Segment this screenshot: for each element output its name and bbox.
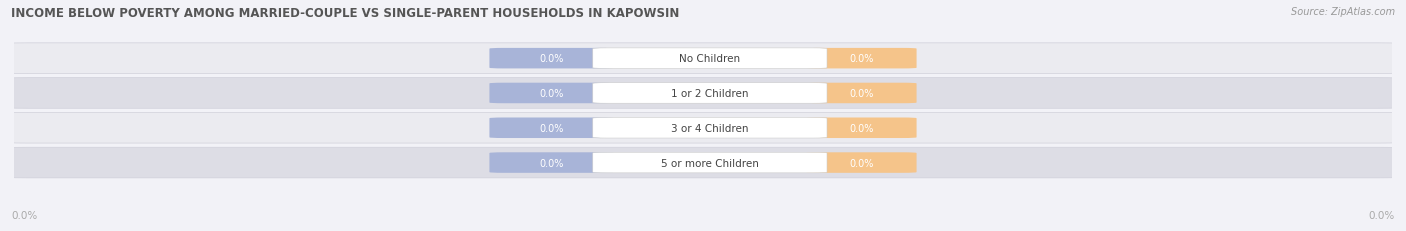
- Text: 0.0%: 0.0%: [11, 210, 38, 220]
- Text: No Children: No Children: [679, 54, 741, 64]
- FancyBboxPatch shape: [489, 118, 613, 138]
- Text: 0.0%: 0.0%: [540, 123, 564, 133]
- FancyBboxPatch shape: [593, 118, 827, 138]
- FancyBboxPatch shape: [593, 153, 827, 173]
- FancyBboxPatch shape: [807, 49, 917, 69]
- FancyBboxPatch shape: [489, 83, 613, 104]
- Text: 0.0%: 0.0%: [849, 54, 873, 64]
- FancyBboxPatch shape: [807, 118, 917, 138]
- FancyBboxPatch shape: [593, 49, 827, 69]
- FancyBboxPatch shape: [489, 153, 613, 173]
- FancyBboxPatch shape: [489, 49, 613, 69]
- Text: 0.0%: 0.0%: [849, 88, 873, 99]
- FancyBboxPatch shape: [593, 83, 827, 104]
- Text: 0.0%: 0.0%: [1368, 210, 1395, 220]
- Text: 0.0%: 0.0%: [540, 88, 564, 99]
- Text: 0.0%: 0.0%: [540, 158, 564, 168]
- Text: 0.0%: 0.0%: [849, 123, 873, 133]
- Text: 5 or more Children: 5 or more Children: [661, 158, 759, 168]
- Text: 3 or 4 Children: 3 or 4 Children: [671, 123, 748, 133]
- FancyBboxPatch shape: [0, 44, 1406, 74]
- FancyBboxPatch shape: [807, 83, 917, 104]
- Text: 0.0%: 0.0%: [849, 158, 873, 168]
- Text: 1 or 2 Children: 1 or 2 Children: [671, 88, 748, 99]
- FancyBboxPatch shape: [0, 78, 1406, 109]
- Text: 0.0%: 0.0%: [540, 54, 564, 64]
- FancyBboxPatch shape: [807, 153, 917, 173]
- FancyBboxPatch shape: [0, 148, 1406, 178]
- Text: INCOME BELOW POVERTY AMONG MARRIED-COUPLE VS SINGLE-PARENT HOUSEHOLDS IN KAPOWSI: INCOME BELOW POVERTY AMONG MARRIED-COUPL…: [11, 7, 679, 20]
- Text: Source: ZipAtlas.com: Source: ZipAtlas.com: [1291, 7, 1395, 17]
- FancyBboxPatch shape: [0, 113, 1406, 143]
